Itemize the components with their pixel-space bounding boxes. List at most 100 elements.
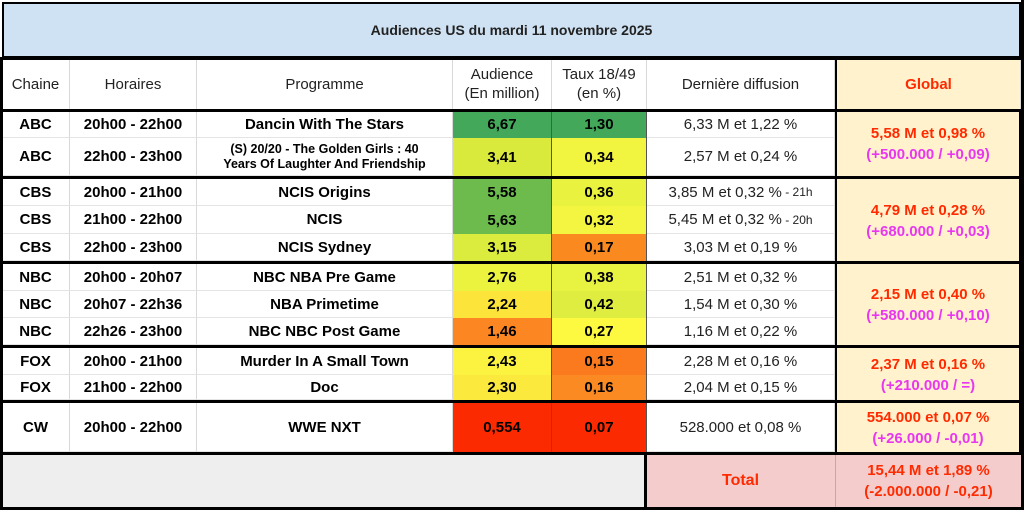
cell-taux: 0,32 bbox=[552, 206, 647, 234]
cell-derniere-diffusion: 3,03 M et 0,19 % bbox=[647, 234, 835, 261]
cell-audience: 2,24 bbox=[453, 291, 552, 318]
cell-programme: Murder In A Small Town bbox=[197, 348, 453, 375]
global-cell-nbc: 2,15 M et 0,40 % (+580.000 / +0,10) bbox=[835, 264, 1021, 346]
cell-audience: 5,63 bbox=[453, 206, 552, 234]
header-global: Global bbox=[835, 58, 1021, 110]
cell-taux: 0,07 bbox=[552, 403, 647, 452]
border-line bbox=[0, 57, 1024, 60]
table-title: Audiences US du mardi 11 novembre 2025 bbox=[2, 2, 1021, 58]
header-audience: Audience (En million) bbox=[453, 58, 552, 110]
header-taux-line1: Taux 18/49 bbox=[562, 66, 636, 83]
border-line bbox=[0, 176, 1024, 179]
total-empty-cell bbox=[2, 455, 645, 507]
header-taux: Taux 18/49 (en %) bbox=[552, 58, 647, 110]
cell-chaine: NBC bbox=[2, 318, 70, 345]
cell-horaires: 21h00 - 22h00 bbox=[70, 375, 197, 400]
derniere-note: - 20h bbox=[781, 212, 813, 227]
border-line bbox=[0, 261, 1024, 264]
header-horaires: Horaires bbox=[70, 58, 197, 110]
derniere-value: 2,28 M et 0,16 % bbox=[683, 352, 798, 370]
cell-chaine: NBC bbox=[2, 291, 70, 318]
derniere-value: 1,54 M et 0,30 % bbox=[683, 295, 798, 313]
global-cell-cw: 554.000 et 0,07 % (+26.000 / -0,01) bbox=[835, 403, 1021, 453]
cell-audience: 2,76 bbox=[453, 264, 552, 291]
cell-derniere-diffusion: 3,85 M et 0,32 % - 21h bbox=[647, 179, 835, 206]
cell-horaires: 21h00 - 22h00 bbox=[70, 206, 197, 234]
border-line bbox=[0, 345, 1024, 348]
global-cell-abc: 5,58 M et 0,98 % (+500.000 / +0,09) bbox=[835, 111, 1021, 176]
cell-programme: NCIS bbox=[197, 206, 453, 234]
total-delta: (-2.000.000 / -0,21) bbox=[864, 483, 993, 500]
cell-derniere-diffusion: 2,57 M et 0,24 % bbox=[647, 138, 835, 176]
total-label: Total bbox=[646, 455, 835, 507]
cell-audience: 5,58 bbox=[453, 179, 552, 206]
derniere-value: 3,03 M et 0,19 % bbox=[683, 238, 798, 256]
cell-chaine: CBS bbox=[2, 206, 70, 234]
programme-line: Years Of Laughter And Friendship bbox=[223, 156, 426, 171]
derniere-value: 5,45 M et 0,32 % bbox=[668, 211, 782, 228]
global-value: 2,37 M et 0,16 % bbox=[870, 355, 986, 373]
border-line bbox=[644, 452, 647, 510]
cell-taux: 0,34 bbox=[552, 138, 647, 176]
derniere-value: 528.000 et 0,08 % bbox=[679, 418, 802, 436]
cell-audience: 1,46 bbox=[453, 318, 552, 345]
border-line bbox=[0, 109, 1024, 112]
cell-taux: 0,42 bbox=[552, 291, 647, 318]
cell-horaires: 20h00 - 21h00 bbox=[70, 179, 197, 206]
derniere-value: 6,33 M et 1,22 % bbox=[683, 115, 798, 133]
cell-programme: NBC NBC Post Game bbox=[197, 318, 453, 345]
global-value: 554.000 et 0,07 % bbox=[866, 409, 990, 426]
cell-programme: NCIS Origins bbox=[197, 179, 453, 206]
cell-chaine: ABC bbox=[2, 111, 70, 138]
derniere-value: 2,04 M et 0,15 % bbox=[683, 378, 798, 396]
total-value: 15,44 M et 1,89 % bbox=[867, 462, 990, 479]
header-chaine: Chaine bbox=[2, 58, 70, 110]
border-line bbox=[0, 507, 1024, 510]
header-audience-line1: Audience bbox=[470, 66, 534, 83]
cell-derniere-diffusion: 6,33 M et 1,22 % bbox=[647, 111, 835, 138]
derniere-value: 2,57 M et 0,24 % bbox=[683, 148, 798, 165]
global-value: 2,15 M et 0,40 % bbox=[870, 286, 986, 303]
programme-line: (S) 20/20 - The Golden Girls : 40 bbox=[230, 141, 419, 156]
global-delta: (+500.000 / +0,09) bbox=[866, 145, 990, 163]
cell-taux: 1,30 bbox=[552, 111, 647, 138]
border-line bbox=[0, 57, 3, 510]
border-line bbox=[0, 452, 1024, 455]
header-derniere-diffusion: Dernière diffusion bbox=[647, 58, 835, 110]
cell-derniere-diffusion: 2,28 M et 0,16 % bbox=[647, 348, 835, 375]
cell-derniere-diffusion: 5,45 M et 0,32 % - 20h bbox=[647, 206, 835, 234]
cell-programme: Doc bbox=[197, 375, 453, 400]
cell-horaires: 20h07 - 22h36 bbox=[70, 291, 197, 318]
cell-horaires: 22h26 - 23h00 bbox=[70, 318, 197, 345]
cell-taux: 0,38 bbox=[552, 264, 647, 291]
cell-programme: Dancin With The Stars bbox=[197, 111, 453, 138]
derniere-note: - 21h bbox=[781, 185, 813, 199]
cell-horaires: 22h00 - 23h00 bbox=[70, 234, 197, 261]
global-cell-cbs: 4,79 M et 0,28 % (+680.000 / +0,03) bbox=[835, 179, 1021, 262]
cell-chaine: FOX bbox=[2, 348, 70, 375]
border-line bbox=[1021, 0, 1024, 510]
global-cell-fox: 2,37 M et 0,16 % (+210.000 / =) bbox=[835, 348, 1021, 401]
cell-taux: 0,16 bbox=[552, 375, 647, 400]
border-line bbox=[0, 400, 1024, 403]
cell-derniere-diffusion: 2,04 M et 0,15 % bbox=[647, 375, 835, 400]
cell-programme: NBC NBA Pre Game bbox=[197, 264, 453, 291]
cell-chaine: ABC bbox=[2, 138, 70, 176]
cell-horaires: 20h00 - 22h00 bbox=[70, 111, 197, 138]
cell-taux: 0,15 bbox=[552, 348, 647, 375]
cell-derniere-diffusion: 1,16 M et 0,22 % bbox=[647, 318, 835, 345]
derniere-value: 2,51 M et 0,32 % bbox=[683, 268, 798, 286]
cell-chaine: CBS bbox=[2, 179, 70, 206]
total-global-cell: 15,44 M et 1,89 % (-2.000.000 / -0,21) bbox=[835, 455, 1021, 507]
cell-programme: (S) 20/20 - The Golden Girls : 40 Years O… bbox=[197, 138, 453, 176]
cell-chaine: CW bbox=[2, 403, 70, 452]
cell-audience: 0,554 bbox=[453, 403, 552, 452]
global-delta: (+26.000 / -0,01) bbox=[872, 430, 984, 447]
global-value: 4,79 M et 0,28 % bbox=[870, 201, 986, 219]
derniere-value: 3,85 M et 0,32 % bbox=[668, 183, 782, 201]
cell-chaine: NBC bbox=[2, 264, 70, 291]
cell-audience: 6,67 bbox=[453, 111, 552, 138]
cell-derniere-diffusion: 1,54 M et 0,30 % bbox=[647, 291, 835, 318]
cell-programme: NCIS Sydney bbox=[197, 234, 453, 261]
header-taux-line2: (en %) bbox=[576, 85, 622, 102]
